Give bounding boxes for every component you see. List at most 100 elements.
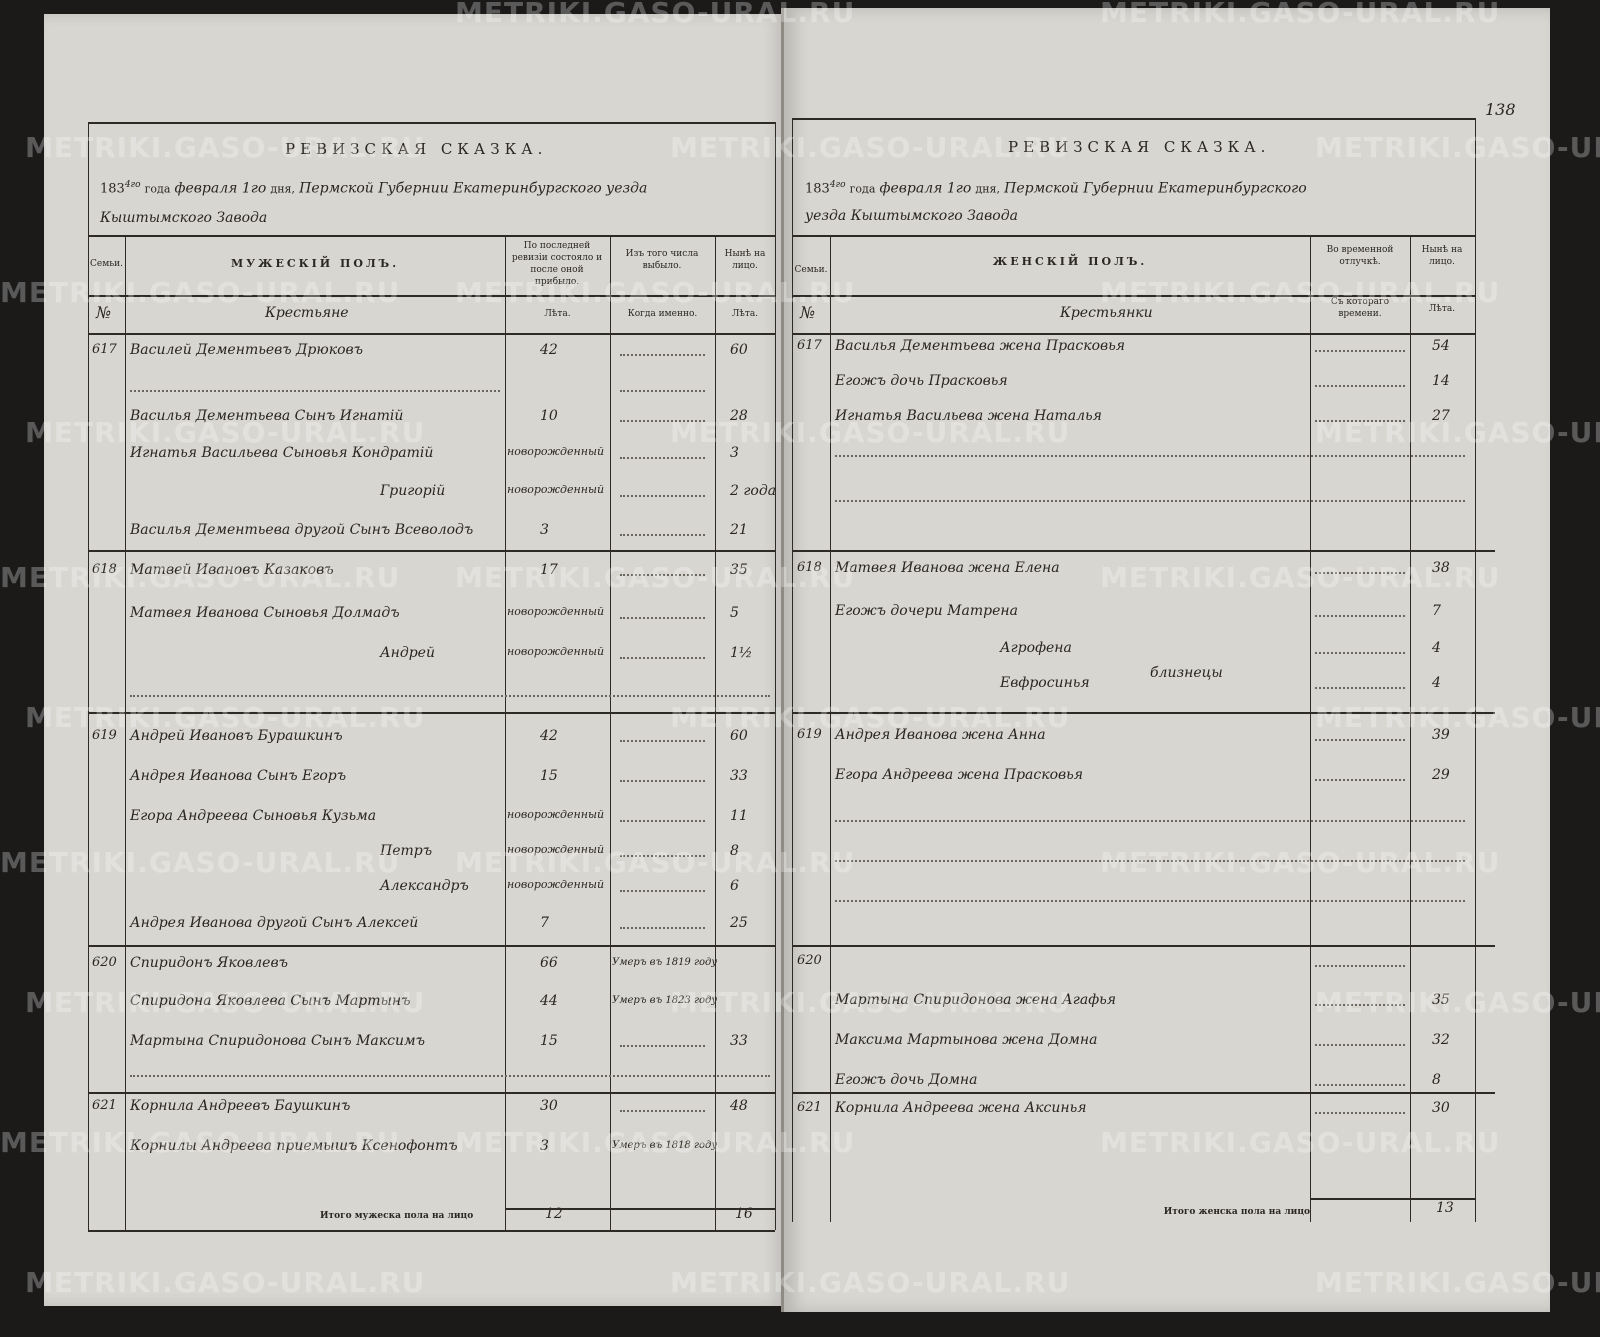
rule-line — [792, 333, 1475, 335]
person-name: Матвея Иванова жена Елена — [835, 560, 1060, 576]
rule-line — [792, 118, 1475, 120]
rule-line — [1310, 1198, 1475, 1200]
page-number: 138 — [1485, 100, 1516, 119]
person-name: Александръ — [380, 878, 469, 894]
present-years: 2 года — [730, 483, 777, 499]
dotted-filler — [620, 1045, 705, 1047]
dotted-filler — [1315, 1112, 1405, 1114]
revision-years: 3 — [540, 522, 549, 538]
revision-years: 17 — [540, 562, 558, 578]
header-left-out: Изъ того числа выбыло. — [625, 249, 699, 271]
dotted-filler — [620, 890, 705, 892]
rule-line — [792, 295, 1475, 297]
column-line — [505, 235, 507, 1230]
column-line — [610, 235, 612, 1230]
header-male-sex: МУЖЕСКIЙ ПОЛЪ. — [230, 257, 400, 270]
family-number: 621 — [92, 1098, 117, 1113]
person-name: Василья Дементьева другой Сынъ Всеволодъ — [130, 522, 474, 538]
person-name: Егожъ дочери Матрена — [835, 603, 1018, 619]
person-name: Агрофена — [1000, 640, 1072, 656]
rule-line — [792, 550, 1495, 552]
dotted-filler — [1315, 652, 1405, 654]
header-last-revision: По последней ревизiи состояло и после он… — [511, 241, 603, 287]
revision-years: 30 — [540, 1098, 558, 1114]
book-spine — [781, 8, 784, 1312]
present-years: 28 — [730, 408, 748, 424]
person-name: Максима Мартынова жена Домна — [835, 1032, 1098, 1048]
dotted-filler — [620, 657, 705, 659]
dotted-filler — [1315, 687, 1405, 689]
dotted-filler — [835, 900, 1465, 902]
present-years: 48 — [730, 1098, 748, 1114]
present-years: 38 — [1432, 560, 1450, 576]
person-name: Корнилы Андреева приемышъ Ксенофонтъ — [130, 1138, 458, 1154]
person-name: Корнила Андреевъ Баушкинъ — [130, 1098, 351, 1114]
male-total-revision: 12 — [545, 1206, 563, 1222]
dotted-filler — [620, 855, 705, 857]
dnya-label: дня, — [975, 182, 1000, 196]
header-female-sex: ЖЕНСКIЙ ПОЛЪ. — [992, 255, 1148, 268]
column-line — [1475, 118, 1477, 235]
right-title: РЕВИЗСКАЯ СКАЗКА. — [1008, 138, 1271, 156]
dotted-filler — [1315, 615, 1405, 617]
column-line — [1310, 235, 1312, 1222]
person-name: Егора Андреева жена Прасковья — [835, 767, 1084, 783]
present-years: 6 — [730, 878, 739, 894]
rule-line — [792, 235, 1475, 237]
male-total-label: Итого мужеска пола на лицо — [320, 1211, 474, 1221]
present-years: 39 — [1432, 727, 1450, 743]
person-name: Василья Дементьева Сынъ Игнатiй — [130, 408, 404, 424]
present-years: 11 — [730, 808, 748, 824]
present-years: 4 — [1432, 675, 1441, 691]
present-years: 21 — [730, 522, 748, 538]
person-name: Егожъ дочь Прасковья — [835, 373, 1008, 389]
present-years: 1½ — [730, 645, 753, 661]
revision-years: новорожденный — [507, 808, 605, 821]
rule-line — [88, 235, 775, 237]
dotted-filler — [1315, 420, 1405, 422]
person-name: Андрея Иванова Сынъ Егоръ — [130, 768, 347, 784]
dotted-filler — [620, 740, 705, 742]
person-name: Егожъ дочь Домна — [835, 1072, 978, 1088]
family-number: 617 — [797, 338, 822, 353]
dotted-filler — [620, 390, 705, 392]
column-line — [775, 122, 777, 235]
present-years: 27 — [1432, 408, 1450, 424]
person-name: Егора Андреева Сыновья Кузьма — [130, 808, 377, 824]
dotted-filler — [1315, 385, 1405, 387]
dotted-filler — [835, 455, 1465, 457]
dotted-filler — [620, 534, 705, 536]
revision-years: 42 — [540, 728, 558, 744]
left-date-line: 1834го года февраля 1го дня, Пермской Гу… — [100, 180, 647, 196]
dotted-filler — [1315, 350, 1405, 352]
family-number: 619 — [92, 728, 117, 743]
present-years: 8 — [730, 843, 739, 859]
goda-label: года — [144, 182, 171, 196]
column-line — [830, 235, 832, 1222]
dotted-filler — [620, 495, 705, 497]
rule-line — [505, 1208, 775, 1210]
header-estate: Крестьяне — [265, 305, 349, 321]
revision-years: новорожденный — [507, 445, 605, 458]
present-years: 33 — [730, 1033, 748, 1049]
header-absent: Во временной отлучкѣ. — [1326, 245, 1394, 267]
present-years: 14 — [1432, 373, 1450, 389]
revision-years: новорожденный — [507, 645, 605, 658]
revision-years: 42 — [540, 342, 558, 358]
date-hand: февраля 1го — [879, 180, 972, 197]
revision-years: 3 — [540, 1138, 549, 1154]
family-number: 620 — [797, 953, 822, 968]
column-line — [792, 235, 794, 1222]
revision-years: новорожденный — [507, 878, 605, 891]
column-line — [775, 235, 777, 1230]
rule-line — [88, 712, 775, 714]
header-family: Семьи. — [794, 265, 828, 275]
place-hand-2: Кыштымского Завода — [100, 210, 268, 226]
place-hand: Пермской Губернии Екатеринбургского уезд… — [299, 180, 648, 197]
person-name: Мартына Спиридонова жена Агафья — [835, 992, 1117, 1008]
revision-years: 7 — [540, 915, 549, 931]
present-years: 29 — [1432, 767, 1450, 783]
person-name: Игнатья Васильева Сыновья Кондратiй — [130, 445, 434, 461]
left-page — [44, 14, 784, 1306]
left-out-note: Умеръ въ 1819 году — [612, 957, 718, 968]
